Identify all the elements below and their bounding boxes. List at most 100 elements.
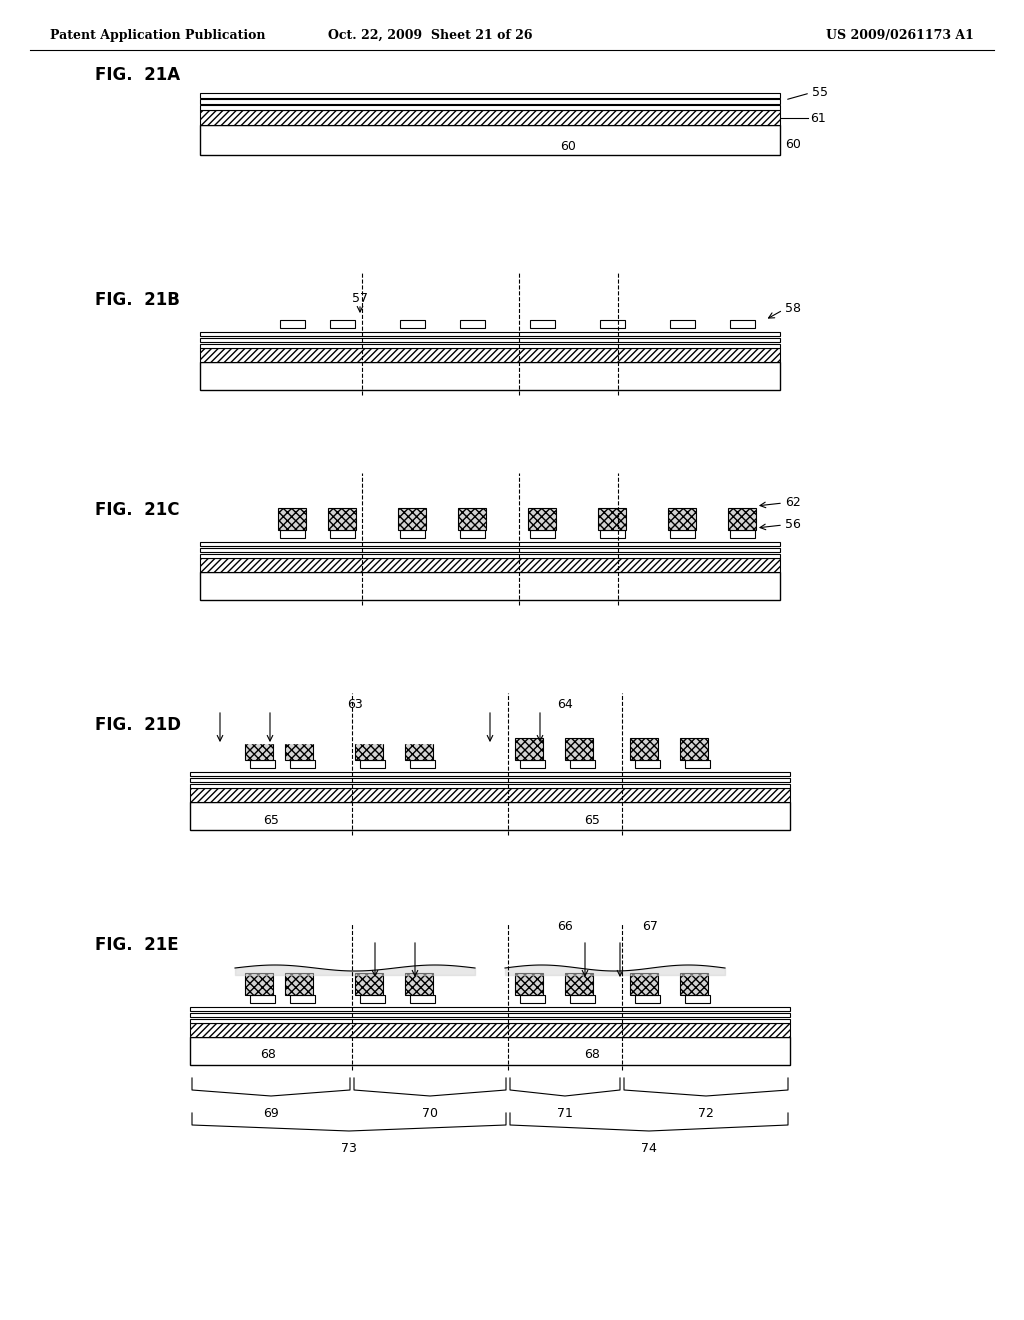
Bar <box>515 973 543 995</box>
Bar <box>530 319 555 327</box>
Text: 58: 58 <box>785 301 801 314</box>
Text: FIG.  21E: FIG. 21E <box>95 936 178 954</box>
Text: 67: 67 <box>642 920 658 933</box>
Bar <box>190 772 790 776</box>
Bar <box>635 760 660 768</box>
Bar <box>200 92 780 98</box>
Text: 74: 74 <box>641 1142 657 1155</box>
Text: 71: 71 <box>557 1107 573 1119</box>
Bar <box>355 973 383 995</box>
Bar <box>200 99 780 104</box>
Bar <box>190 1019 790 1023</box>
Text: 69: 69 <box>263 1107 279 1119</box>
Bar <box>200 572 780 601</box>
Bar <box>200 110 780 125</box>
Bar <box>330 531 355 539</box>
Text: 56: 56 <box>785 519 801 532</box>
Bar <box>200 125 780 154</box>
Bar <box>190 803 790 830</box>
Bar <box>528 508 556 531</box>
Text: 73: 73 <box>341 1142 357 1155</box>
Text: FIG.  21D: FIG. 21D <box>95 715 181 734</box>
Bar <box>190 784 790 788</box>
Bar <box>600 319 625 327</box>
Bar <box>728 508 756 531</box>
Bar <box>250 760 275 768</box>
Bar <box>280 319 305 327</box>
Bar <box>245 973 273 995</box>
Bar <box>406 738 433 760</box>
Bar <box>328 508 356 531</box>
Bar <box>670 319 695 327</box>
Bar <box>400 531 425 539</box>
Bar <box>530 531 555 539</box>
Bar <box>410 760 435 768</box>
Text: 65: 65 <box>263 813 279 826</box>
Bar <box>190 1007 790 1011</box>
Bar <box>520 995 545 1003</box>
Text: 57: 57 <box>352 292 368 305</box>
Bar <box>630 738 658 760</box>
Bar <box>730 531 755 539</box>
Bar <box>670 531 695 539</box>
Text: 61: 61 <box>810 111 825 124</box>
Text: 68: 68 <box>584 1048 600 1061</box>
Bar <box>200 548 780 552</box>
Bar <box>190 1012 790 1016</box>
Text: US 2009/0261173 A1: US 2009/0261173 A1 <box>826 29 974 41</box>
Bar <box>200 348 780 362</box>
Bar <box>360 995 385 1003</box>
Text: 62: 62 <box>785 496 801 510</box>
Bar <box>398 508 426 531</box>
Text: 60: 60 <box>785 139 801 152</box>
Bar <box>280 531 305 539</box>
Bar <box>285 973 313 995</box>
Text: 60: 60 <box>560 140 575 153</box>
Bar <box>458 508 486 531</box>
Bar <box>190 788 790 803</box>
Bar <box>598 508 626 531</box>
Bar <box>630 973 658 995</box>
Bar <box>250 995 275 1003</box>
Text: FIG.  21C: FIG. 21C <box>95 502 179 519</box>
Bar <box>200 345 780 348</box>
Bar <box>685 995 710 1003</box>
Bar <box>190 1038 790 1065</box>
Bar <box>200 333 780 337</box>
Text: FIG.  21B: FIG. 21B <box>95 290 180 309</box>
Bar <box>565 738 593 760</box>
Text: 55: 55 <box>812 87 828 99</box>
Bar <box>200 554 780 558</box>
Bar <box>278 508 306 531</box>
Bar <box>730 319 755 327</box>
Bar <box>668 508 696 531</box>
Bar <box>400 319 425 327</box>
Bar <box>200 106 780 110</box>
Bar <box>290 995 315 1003</box>
Bar <box>200 362 780 389</box>
Bar <box>570 760 595 768</box>
Bar <box>190 1023 790 1038</box>
Bar <box>685 760 710 768</box>
Bar <box>355 738 383 760</box>
Bar <box>680 973 708 995</box>
Bar <box>330 319 355 327</box>
Bar <box>460 531 485 539</box>
Bar <box>245 738 273 760</box>
Bar <box>410 995 435 1003</box>
Bar <box>290 760 315 768</box>
Text: 70: 70 <box>422 1107 438 1119</box>
Bar <box>200 338 780 342</box>
Bar <box>190 777 790 781</box>
Text: 63: 63 <box>347 698 362 711</box>
Bar <box>600 531 625 539</box>
Text: 66: 66 <box>557 920 572 933</box>
Text: 65: 65 <box>584 813 600 826</box>
Bar <box>360 760 385 768</box>
Bar <box>285 738 313 760</box>
Text: 64: 64 <box>557 698 572 711</box>
Bar <box>635 995 660 1003</box>
Bar <box>200 543 780 546</box>
Bar <box>520 760 545 768</box>
Text: 68: 68 <box>260 1048 275 1061</box>
